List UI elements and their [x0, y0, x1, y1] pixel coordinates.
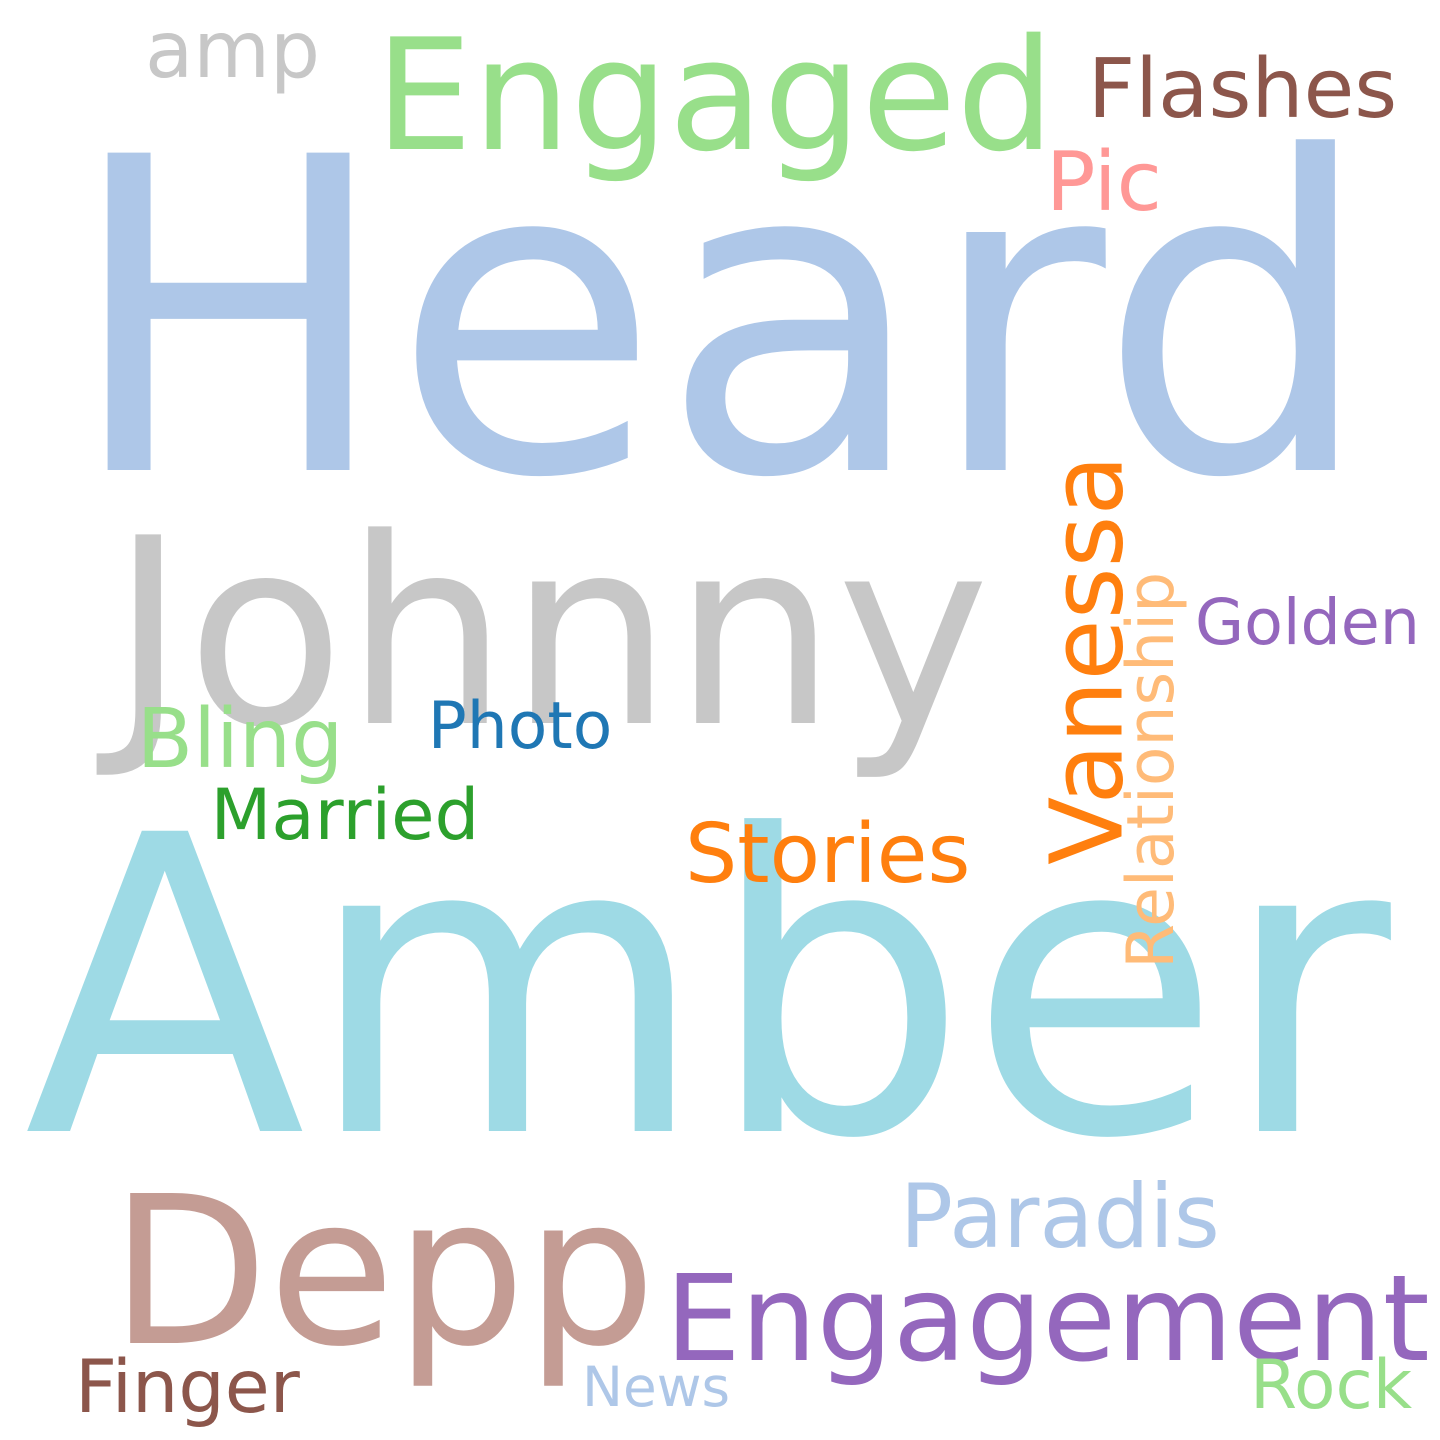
word-engaged: Engaged	[375, 6, 1055, 186]
word-engagement: Engagement	[665, 1250, 1430, 1389]
word-relationship: Relationship	[1114, 571, 1190, 969]
word-stories: Stories	[685, 806, 971, 902]
word-golden: Golden	[1195, 584, 1420, 659]
word-amber: Amber	[24, 750, 1391, 1230]
word-depp: Depp	[110, 1151, 657, 1392]
word-paradis: Paradis	[899, 1165, 1220, 1269]
word-bling: Bling	[136, 691, 344, 787]
word-amp: amp	[145, 3, 321, 96]
word-married: Married	[210, 772, 480, 856]
word-heard: Heard	[64, 66, 1375, 574]
word-pic: Pic	[1045, 134, 1162, 230]
word-johnny: Johnny	[110, 483, 990, 785]
word-rock: Rock	[1250, 1345, 1413, 1425]
word-flashes: Flashes	[1087, 41, 1398, 137]
word-news: News	[582, 1355, 731, 1420]
word-photo: Photo	[427, 689, 613, 765]
word-finger: Finger	[75, 1345, 300, 1430]
